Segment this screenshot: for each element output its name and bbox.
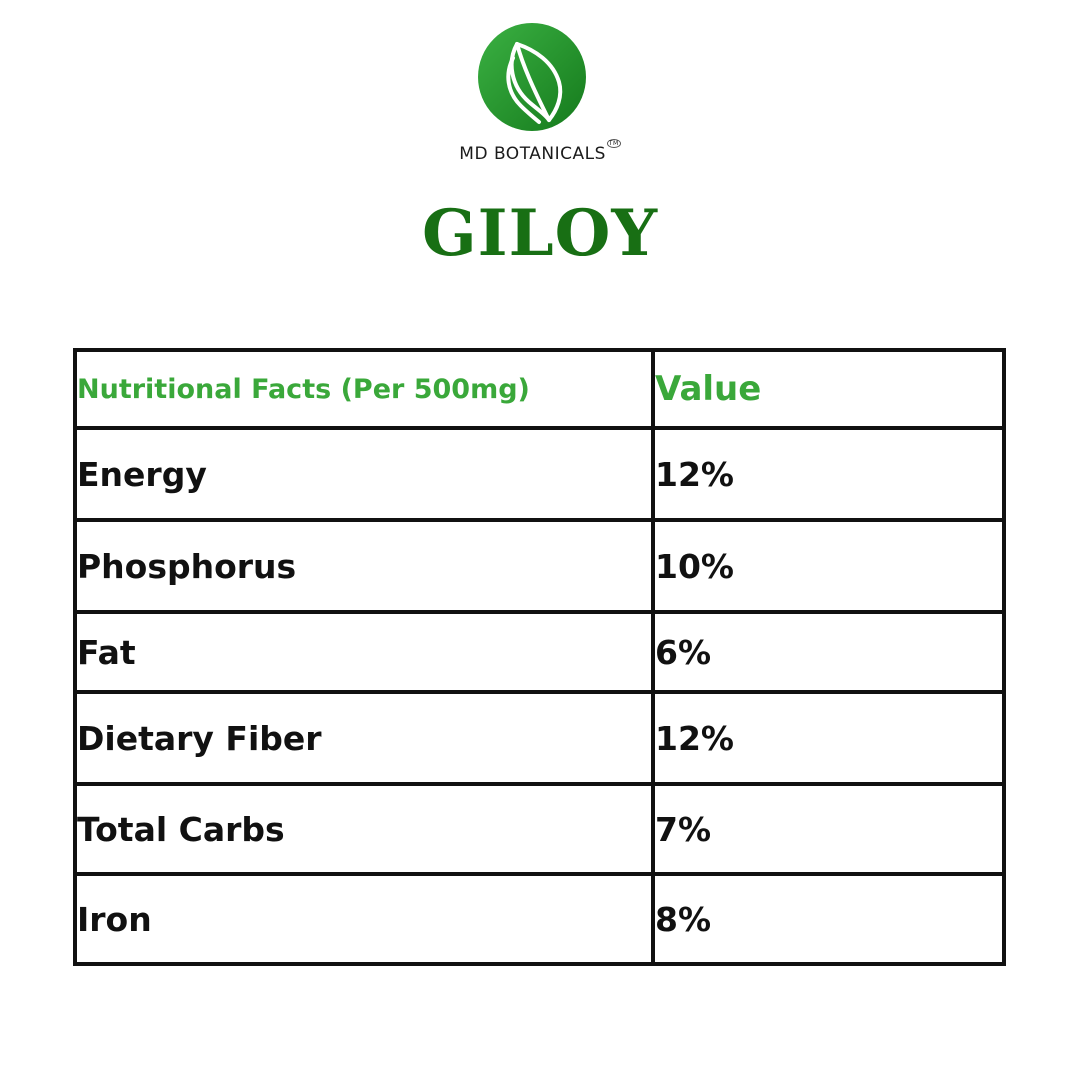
nutrient-value: 6% — [651, 610, 1006, 694]
table-row: Dietary Fiber 12% — [73, 690, 1006, 786]
nutrition-table: Nutritional Facts (Per 500mg) Value Ener… — [73, 348, 1006, 966]
nutrient-name: Fat — [73, 610, 655, 694]
product-title: GILOY — [421, 196, 659, 271]
nutrient-name: Phosphorus — [73, 518, 655, 614]
brand-name-text: MD BOTANICALS — [459, 144, 606, 164]
leaf-logo-icon — [478, 23, 586, 131]
brand-name: MD BOTANICALSTM — [0, 139, 1080, 164]
nutrient-value: 8% — [651, 872, 1006, 966]
table-header-row: Nutritional Facts (Per 500mg) Value — [73, 348, 1006, 430]
table-row: Fat 6% — [73, 610, 1006, 694]
header-nutritional-facts: Nutritional Facts (Per 500mg) — [73, 348, 655, 430]
header-value: Value — [651, 348, 1006, 430]
nutrient-name: Dietary Fiber — [73, 690, 655, 786]
table-row: Total Carbs 7% — [73, 782, 1006, 876]
nutrient-name: Energy — [73, 426, 655, 522]
nutrient-name: Total Carbs — [73, 782, 655, 876]
nutrient-value: 12% — [651, 426, 1006, 522]
nutrient-value: 10% — [651, 518, 1006, 614]
nutrient-value: 7% — [651, 782, 1006, 876]
trademark-mark: TM — [606, 139, 621, 148]
nutrient-value: 12% — [651, 690, 1006, 786]
table-row: Iron 8% — [73, 872, 1006, 966]
brand-logo — [477, 22, 587, 132]
table-row: Energy 12% — [73, 426, 1006, 522]
table-row: Phosphorus 10% — [73, 518, 1006, 614]
nutrient-name: Iron — [73, 872, 655, 966]
